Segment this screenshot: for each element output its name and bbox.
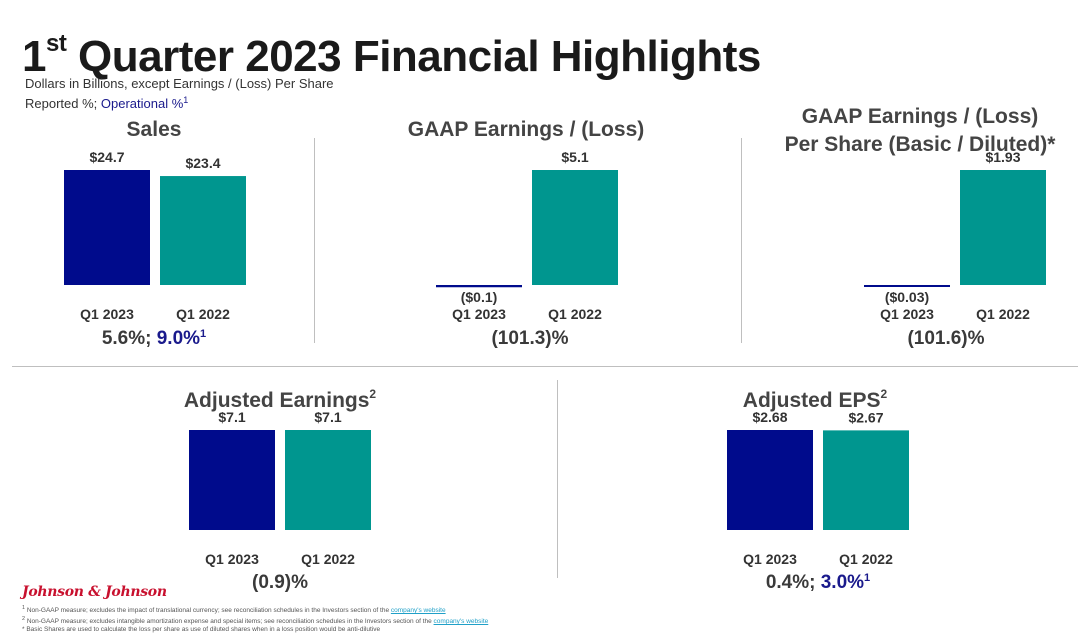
sales-growth: 5.6%; 9.0%1	[101, 328, 207, 349]
footnote-1: 1 Non-GAAP measure; excludes the impact …	[22, 605, 446, 615]
gaap_eps-bar-0	[864, 285, 950, 287]
subtitle-units: Dollars in Billions, except Earnings / (…	[25, 76, 334, 91]
adj_earnings-value-label-1: $7.1	[314, 409, 341, 425]
footnotes: 1 Non-GAAP measure; excludes the impact …	[22, 604, 488, 634]
divider-horizontal	[12, 366, 1078, 367]
gaap_earnings-bar-0	[436, 285, 522, 288]
adj_earnings-bar-1	[285, 430, 371, 530]
adj_earnings-category-label-0: Q1 2023	[205, 551, 259, 567]
gaap_eps-bar-1	[960, 170, 1046, 285]
adj_eps-bar-0	[727, 430, 813, 530]
gaap_earnings-value-label-1: $5.1	[561, 149, 588, 165]
gaap_eps-value-label-1: $1.93	[985, 149, 1020, 165]
gaap_eps-category-label-1: Q1 2022	[976, 306, 1030, 322]
adj_eps-category-label-1: Q1 2022	[839, 551, 893, 567]
gaap-eps-growth: (101.6)%	[907, 328, 985, 349]
sales-title: Sales	[126, 118, 182, 141]
adj_eps-value-label-0: $2.68	[752, 409, 787, 425]
sales-value-label-1: $23.4	[185, 155, 220, 171]
adj_earnings-value-label-0: $7.1	[218, 409, 245, 425]
page-subtitle: Dollars in Billions, except Earnings / (…	[25, 76, 334, 112]
gaap-earnings-growth: (101.3)%	[491, 328, 569, 349]
adj_earnings-bar-0	[189, 430, 275, 530]
company-website-link-1[interactable]: company's website	[390, 607, 446, 615]
adj_eps-category-label-0: Q1 2023	[743, 551, 797, 567]
subtitle-legend: Reported %; Operational %1	[25, 95, 189, 111]
gaap_eps-category-label-0: Q1 2023	[880, 306, 934, 322]
gaap_earnings-category-label-0: Q1 2023	[452, 306, 506, 322]
adj-earnings-growth: (0.9)%	[252, 572, 308, 593]
sales-value-label-0: $24.7	[89, 149, 124, 165]
sales-bar-0	[64, 170, 150, 285]
adj-eps-growth: 0.4%; 3.0%1	[765, 572, 871, 593]
adj-eps-chart: $2.68 Q1 2023 $2.67 Q1 2022	[727, 409, 909, 567]
divider-vertical-3	[557, 380, 558, 578]
gaap-earnings-chart: ($0.1)Q1 2023 $5.1 Q1 2022	[436, 149, 618, 322]
adj_eps-value-label-1: $2.67	[848, 409, 883, 425]
footnote-2: 2 Non-GAAP measure; excludes intangible …	[22, 616, 489, 626]
gaap-eps-title: GAAP Earnings / (Loss) Per Share (Basic …	[760, 103, 1080, 159]
sales-category-label-0: Q1 2023	[80, 306, 134, 322]
sales-bar-1	[160, 176, 246, 285]
gaap_earnings-bar-1	[532, 170, 618, 285]
gaap-earnings-title: GAAP Earnings / (Loss)	[407, 118, 645, 141]
gaap_earnings-value-label-0: ($0.1)	[461, 289, 498, 305]
gaap-eps-chart: ($0.03)Q1 2023 $1.93 Q1 2022	[864, 149, 1046, 322]
divider-vertical-1	[314, 138, 315, 343]
adj-earnings-title: Adjusted Earnings2	[183, 387, 377, 412]
gaap_eps-value-label-0: ($0.03)	[885, 289, 929, 305]
gaap-eps-title-line2: Per Share (Basic / Diluted)*	[784, 133, 1056, 156]
adj_earnings-category-label-1: Q1 2022	[301, 551, 355, 567]
gaap_earnings-category-label-1: Q1 2022	[548, 306, 602, 322]
divider-vertical-2	[741, 138, 742, 343]
sales-category-label-1: Q1 2022	[176, 306, 230, 322]
gaap-eps-title-line1: GAAP Earnings / (Loss)	[801, 105, 1039, 128]
adj-eps-title: Adjusted EPS2	[742, 387, 888, 412]
adj-earnings-chart: $7.1 Q1 2023 $7.1 Q1 2022	[189, 409, 371, 567]
adj_eps-bar-1	[823, 430, 909, 530]
footnote-3: * Basic Shares are used to calculate the…	[22, 626, 381, 634]
company-website-link-2[interactable]: company's website	[433, 618, 489, 626]
sales-chart: $24.7 Q1 2023 $23.4 Q1 2022	[64, 149, 246, 322]
company-logo: Johnson & Johnson	[22, 584, 167, 600]
page-title: 1st Quarter 2023 Financial Highlights	[22, 30, 761, 81]
